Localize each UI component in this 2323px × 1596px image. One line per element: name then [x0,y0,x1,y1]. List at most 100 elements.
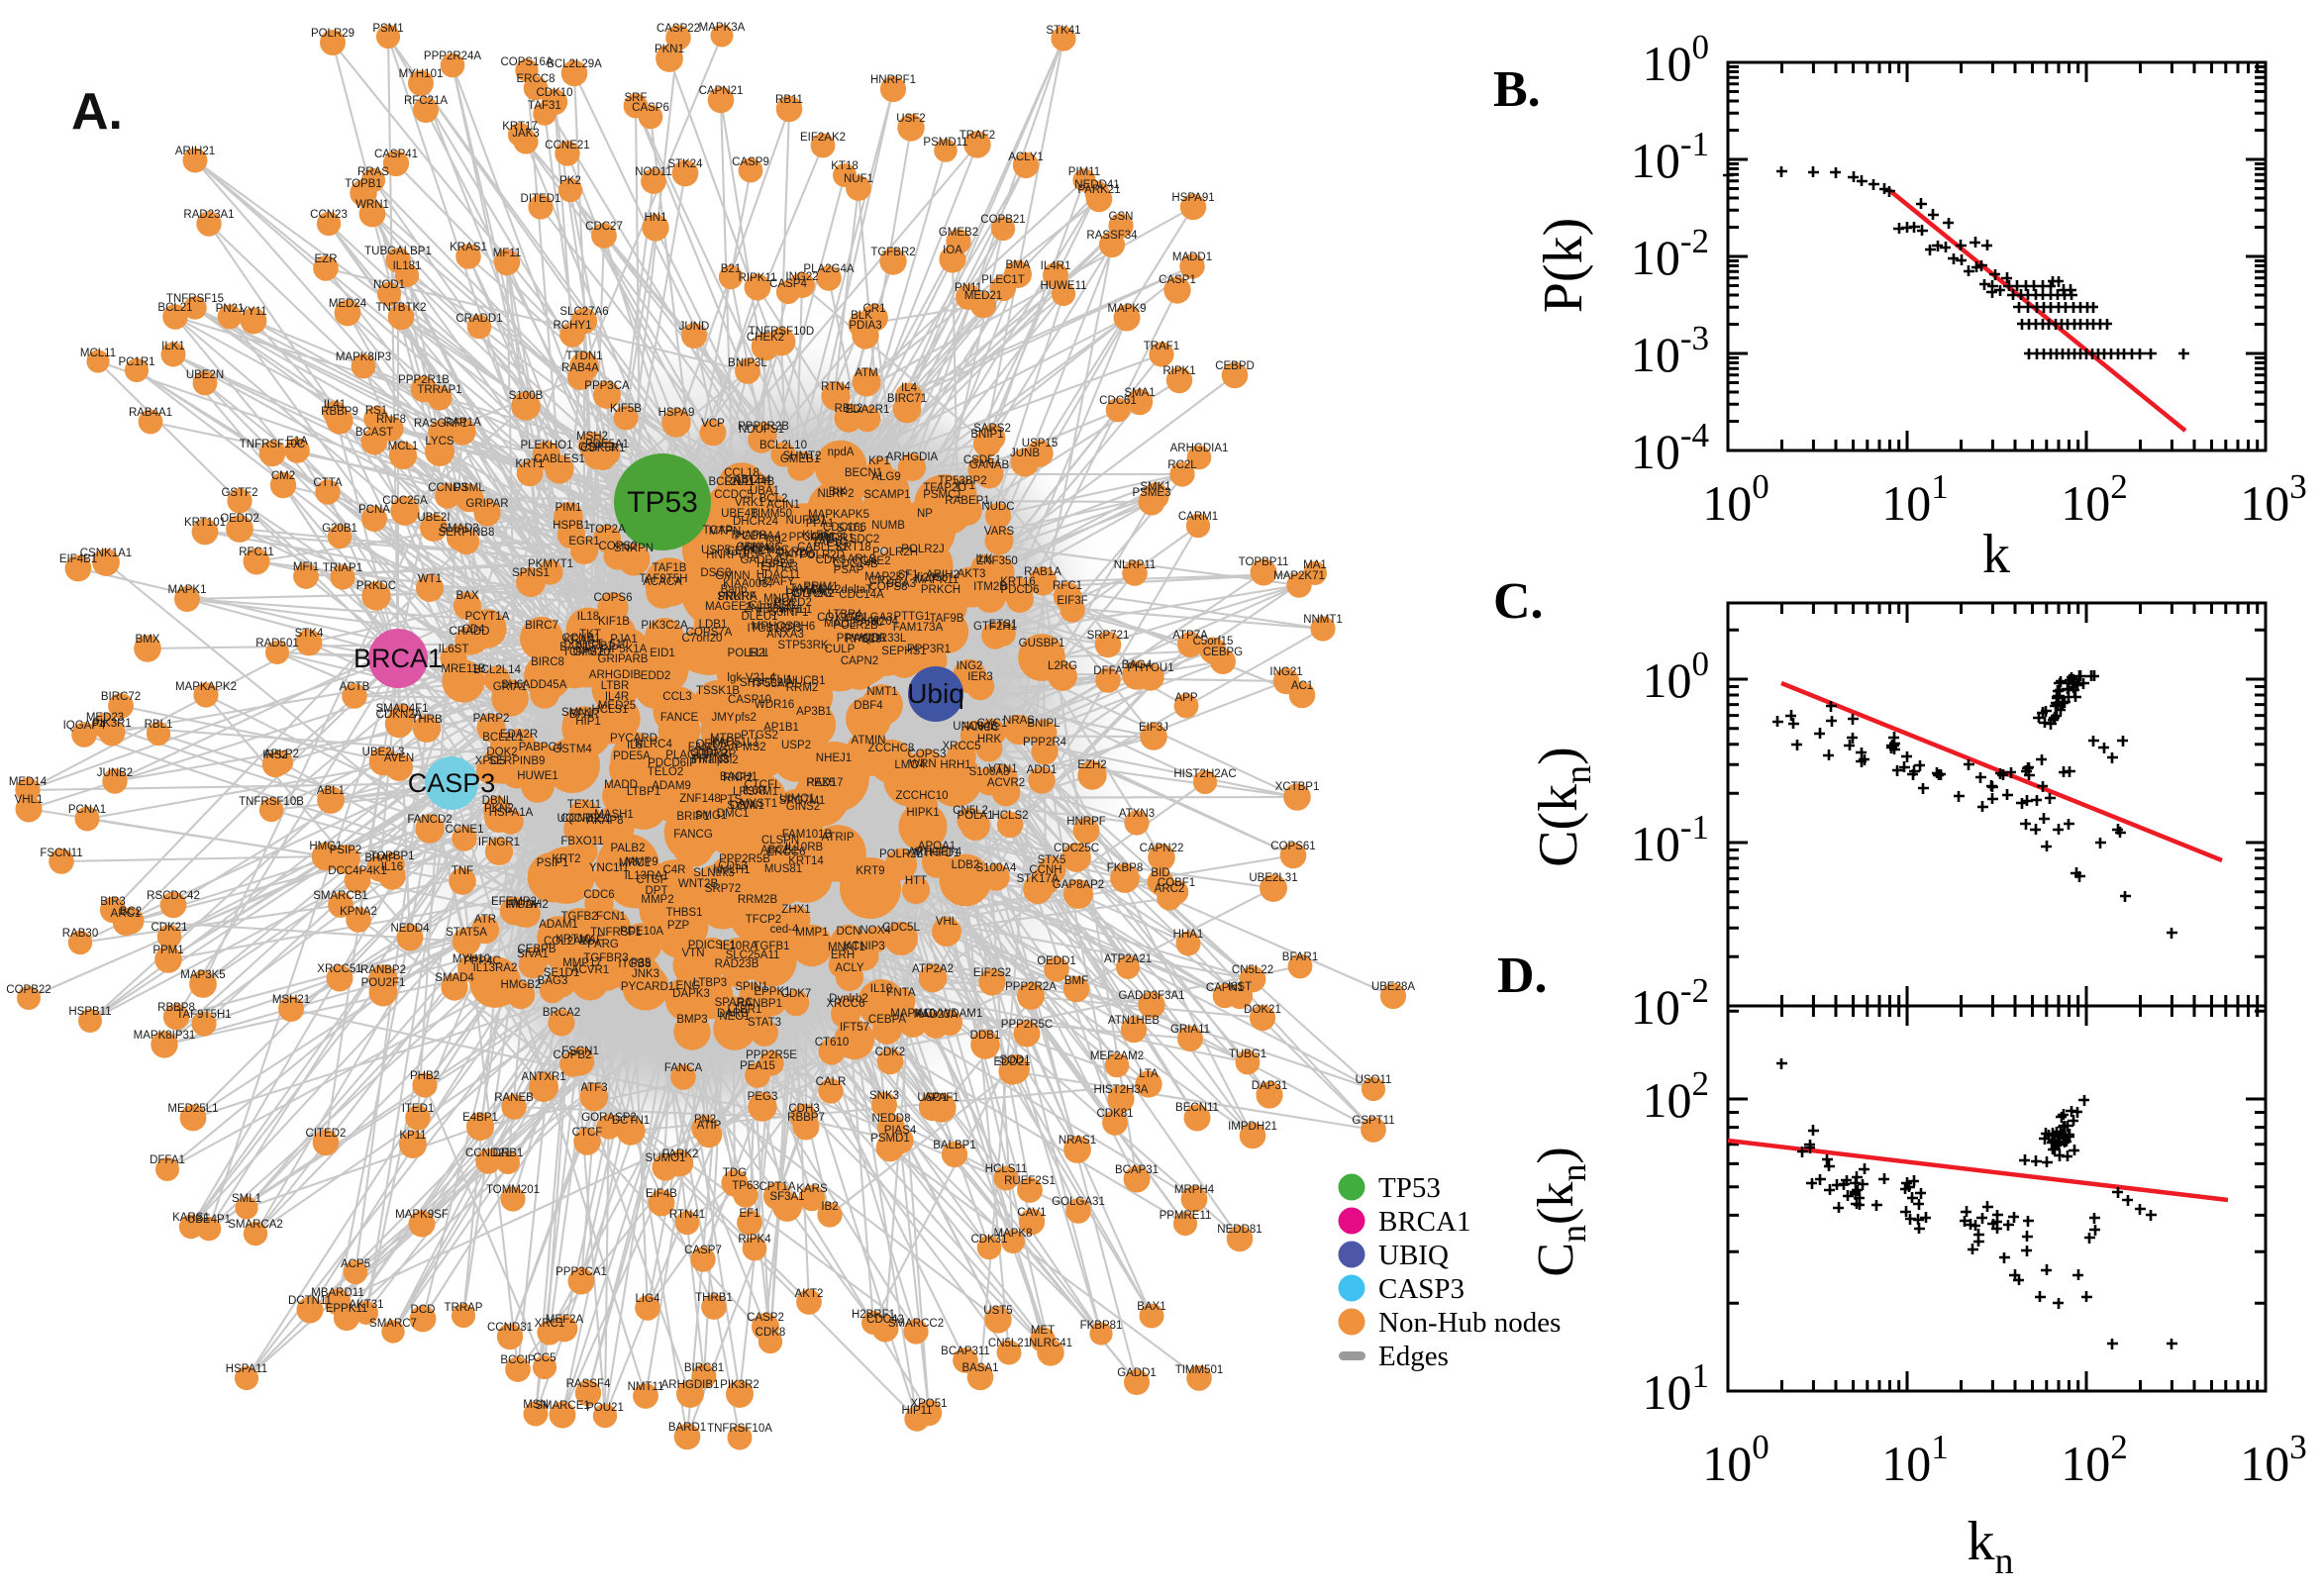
svg-text:USP15: USP15 [1022,438,1058,449]
svg-text:DFFA1: DFFA1 [150,1154,185,1166]
svg-text:BID: BID [1151,867,1169,879]
svg-text:HSPB1: HSPB1 [553,520,590,532]
svg-text:CASP22: CASP22 [656,23,700,35]
svg-text:RAD23B: RAD23B [715,958,759,970]
svg-text:Ifi205b: Ifi205b [914,572,949,584]
svg-text:BIRC7: BIRC7 [525,620,558,632]
svg-text:CABLES1: CABLES1 [534,453,585,465]
svg-text:NLRC4: NLRC4 [635,739,672,750]
svg-text:ZNF385A: ZNF385A [744,603,793,615]
svg-text:PKMYT1: PKMYT1 [528,558,573,570]
svg-text:APAF1: APAF1 [924,1092,960,1104]
svg-text:SMAD4: SMAD4 [435,972,474,984]
svg-text:SUMO1: SUMO1 [646,1152,686,1164]
svg-text:RPS29: RPS29 [846,634,881,646]
svg-text:CR2: CR2 [868,575,891,587]
svg-text:ARHGEF4: ARHGEF4 [908,847,962,858]
svg-text:MSH2: MSH2 [576,431,608,443]
svg-text:TFAP2C: TFAP2C [923,482,965,494]
svg-text:STX5: STX5 [1038,854,1066,866]
svg-text:IMPDH21: IMPDH21 [1228,1121,1277,1133]
svg-text:NRAS: NRAS [1003,715,1035,727]
svg-text:ACIN1: ACIN1 [766,499,800,511]
svg-text:BFAR: BFAR [569,709,599,721]
svg-text:SH6: SH6 [501,679,523,691]
svg-text:STAT5A: STAT5A [446,927,487,939]
svg-text:BNIP1: BNIP1 [970,429,1003,441]
svg-text:IL18: IL18 [577,611,599,623]
svg-text:NTHL1: NTHL1 [776,604,812,616]
svg-text:RAD23A1: RAD23A1 [183,209,234,221]
svg-text:RANBP1: RANBP1 [737,998,782,1010]
svg-text:DBF4: DBF4 [854,700,883,712]
svg-text:DOK2: DOK2 [486,747,517,758]
svg-text:PIK3C2A: PIK3C2A [641,620,688,632]
svg-text:ITGB8: ITGB8 [618,958,651,970]
svg-text:ACLY: ACLY [835,962,864,974]
svg-text:CAPN22: CAPN22 [1140,843,1184,854]
svg-text:TKT: TKT [579,629,601,641]
svg-text:MAPK8IP31: MAPK8IP31 [134,1030,196,1042]
svg-text:USP5: USP5 [701,545,731,556]
svg-text:ARHGDIA1: ARHGDIA1 [1170,443,1229,454]
svg-text:CN5L21: CN5L21 [988,1338,1030,1349]
svg-text:BCAP311: BCAP311 [941,1346,990,1357]
svg-text:BIRC72: BIRC72 [101,691,141,703]
svg-text:MAPK1: MAPK1 [168,584,207,596]
svg-text:E4BP1: E4BP1 [462,1112,498,1124]
svg-text:MEF2AM2: MEF2AM2 [1090,1050,1144,1062]
svg-text:SMARCA2: SMARCA2 [228,1219,283,1231]
svg-text:SEPHS1: SEPHS1 [881,646,926,657]
svg-text:NLRP2: NLRP2 [817,488,854,500]
svg-text:CULP: CULP [825,644,856,655]
svg-text:MAF: MAF [579,935,603,947]
svg-text:KIF1B: KIF1B [598,616,630,628]
svg-text:EGR1: EGR1 [568,536,599,548]
svg-text:TP53: TP53 [1378,1172,1441,1204]
svg-text:C.: C. [1493,573,1544,630]
svg-text:DCTN1: DCTN1 [612,1115,650,1127]
svg-text:VHL1: VHL1 [15,794,44,806]
svg-text:PKN2: PKN2 [484,803,514,815]
svg-text:EIF2AK2: EIF2AK2 [800,132,846,144]
svg-text:NEDD8: NEDD8 [872,1113,911,1125]
svg-text:MMP1: MMP1 [795,927,828,939]
svg-text:MRC1: MRC1 [619,857,652,869]
svg-text:EF1: EF1 [739,1208,759,1220]
svg-text:NLRP11: NLRP11 [1114,559,1157,571]
svg-text:XRCC5: XRCC5 [943,741,981,752]
svg-text:PCNA1: PCNA1 [68,804,106,816]
svg-text:RAD23A: RAD23A [914,1009,959,1021]
svg-text:BCL2L10: BCL2L10 [759,440,807,451]
svg-text:ABCB1: ABCB1 [760,845,798,856]
svg-text:JMY: JMY [712,712,735,724]
svg-text:A.: A. [71,83,123,141]
svg-text:ATP7A: ATP7A [1172,630,1208,642]
svg-text:BCAP31: BCAP31 [1115,1164,1159,1176]
svg-text:TP53AP1: TP53AP1 [750,678,798,690]
svg-text:POLR2H: POLR2H [872,547,918,558]
svg-text:ITGAV: ITGAV [506,899,540,911]
svg-text:AKAP8: AKAP8 [586,815,623,827]
svg-text:ING2: ING2 [957,660,983,672]
svg-text:ACTB: ACTB [340,681,370,693]
svg-text:EIF3F: EIF3F [1057,595,1087,607]
svg-text:CDK2deltaT: CDK2deltaT [811,584,873,596]
svg-text:PN2: PN2 [694,1114,716,1126]
svg-text:Banp: Banp [721,584,748,596]
svg-text:MUS81: MUS81 [764,863,802,875]
svg-text:ERCC6: ERCC6 [767,847,806,858]
svg-text:SMARC7: SMARC7 [369,1318,417,1330]
svg-text:CTTA: CTTA [313,477,343,489]
svg-text:OEDD: OEDD [695,739,728,750]
svg-text:TCAP: TCAP [703,525,734,537]
svg-text:PSIP2: PSIP2 [330,845,362,856]
svg-text:NOD11: NOD11 [635,166,672,178]
svg-text:CABLES2: CABLES2 [797,542,849,553]
svg-text:BRCA1: BRCA1 [354,644,443,673]
svg-text:UBIQ: UBIQ [1378,1240,1449,1271]
svg-text:IL4R1: IL4R1 [1041,260,1071,272]
svg-text:HNRPUL1: HNRPUL1 [706,549,759,561]
svg-text:HSPA91: HSPA91 [1171,192,1214,204]
svg-text:npdA: npdA [828,447,855,458]
